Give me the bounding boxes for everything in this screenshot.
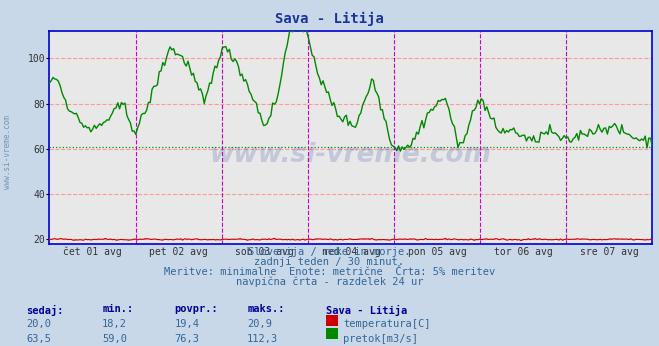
Text: 20,0: 20,0 (26, 319, 51, 329)
Text: min.:: min.: (102, 304, 133, 315)
Text: navpična črta - razdelek 24 ur: navpična črta - razdelek 24 ur (236, 276, 423, 287)
Text: temperatura[C]: temperatura[C] (343, 319, 431, 329)
Text: 20,9: 20,9 (247, 319, 272, 329)
Text: Slovenija / reke in morje.: Slovenija / reke in morje. (248, 247, 411, 257)
Text: www.si-vreme.com: www.si-vreme.com (210, 142, 492, 167)
Text: 59,0: 59,0 (102, 334, 127, 344)
Text: maks.:: maks.: (247, 304, 285, 315)
Text: www.si-vreme.com: www.si-vreme.com (3, 115, 13, 189)
Text: Sava - Litija: Sava - Litija (275, 12, 384, 26)
Text: 18,2: 18,2 (102, 319, 127, 329)
Text: 63,5: 63,5 (26, 334, 51, 344)
Text: 112,3: 112,3 (247, 334, 278, 344)
Text: Meritve: minimalne  Enote: metrične  Črta: 5% meritev: Meritve: minimalne Enote: metrične Črta:… (164, 267, 495, 277)
Text: pretok[m3/s]: pretok[m3/s] (343, 334, 418, 344)
Text: sedaj:: sedaj: (26, 304, 64, 316)
Text: 76,3: 76,3 (175, 334, 200, 344)
Text: Sava - Litija: Sava - Litija (326, 304, 407, 316)
Text: zadnji teden / 30 minut.: zadnji teden / 30 minut. (254, 257, 405, 267)
Text: povpr.:: povpr.: (175, 304, 218, 315)
Text: 19,4: 19,4 (175, 319, 200, 329)
